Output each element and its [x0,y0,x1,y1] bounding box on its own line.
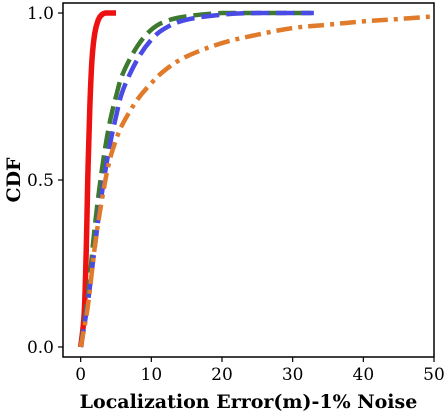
y-tick-label: 0.0 [27,338,54,358]
x-tick-label: 50 [423,365,445,385]
x-tick-label: 40 [353,365,375,385]
series-line-3 [78,10,314,348]
series-line-1 [77,10,116,348]
axis-ticks: 0 10 20 30 40 50 0.0 0.5 1.0 [27,4,445,385]
y-tick-label: 0.5 [27,171,54,191]
x-tick-label: 30 [282,365,304,385]
y-tick-label: 1.0 [27,4,54,24]
x-axis-title: Localization Error(m)-1% Noise [80,391,418,413]
y-axis-title: CDF [3,157,25,203]
plot-frame [62,2,435,358]
x-tick-label: 0 [75,365,86,385]
series-line-4 [78,14,435,348]
series-line-2 [78,10,314,348]
x-tick-label: 20 [211,365,233,385]
series-lines [77,10,435,348]
x-tick-label: 10 [141,365,163,385]
